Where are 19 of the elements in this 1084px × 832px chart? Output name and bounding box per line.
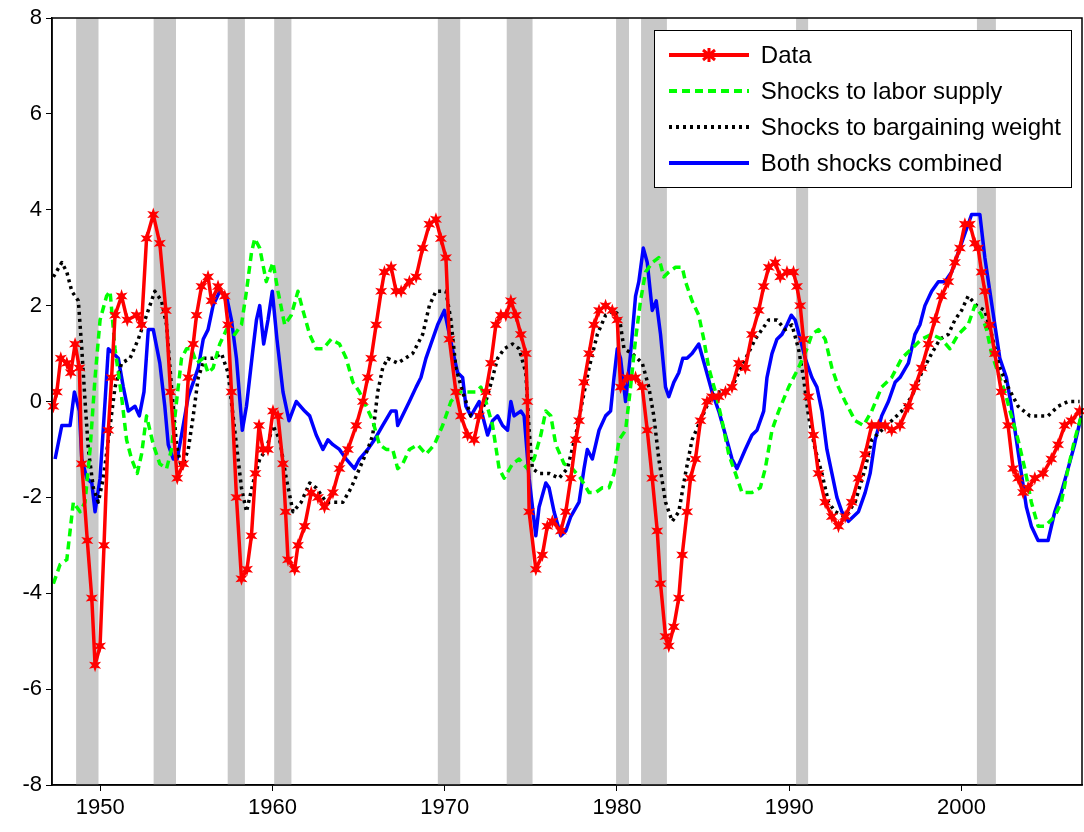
legend-label: Shocks to labor supply — [760, 76, 1003, 106]
y-tick-label: 2 — [29, 291, 42, 317]
legend-label: Both shocks combined — [760, 148, 1003, 178]
y-tick-label: 6 — [29, 99, 42, 125]
y-tick-label: -6 — [22, 675, 42, 701]
x-tick-label: 1980 — [592, 794, 642, 820]
y-tick-label: -8 — [22, 771, 42, 797]
x-tick-label: 1990 — [764, 794, 814, 820]
y-tick-label: 8 — [29, 4, 42, 30]
legend-label: Data — [760, 40, 812, 70]
x-tick-label: 1970 — [420, 794, 470, 820]
legend-label: Shocks to bargaining weight — [760, 112, 1061, 142]
y-tick-label: -4 — [22, 579, 42, 605]
x-tick-label: 2000 — [936, 794, 986, 820]
y-tick-label: -2 — [22, 483, 42, 509]
y-tick-label: 4 — [29, 195, 42, 221]
x-tick-label: 1950 — [75, 794, 125, 820]
y-tick-label: 0 — [29, 387, 42, 413]
x-tick-label: 1960 — [247, 794, 297, 820]
